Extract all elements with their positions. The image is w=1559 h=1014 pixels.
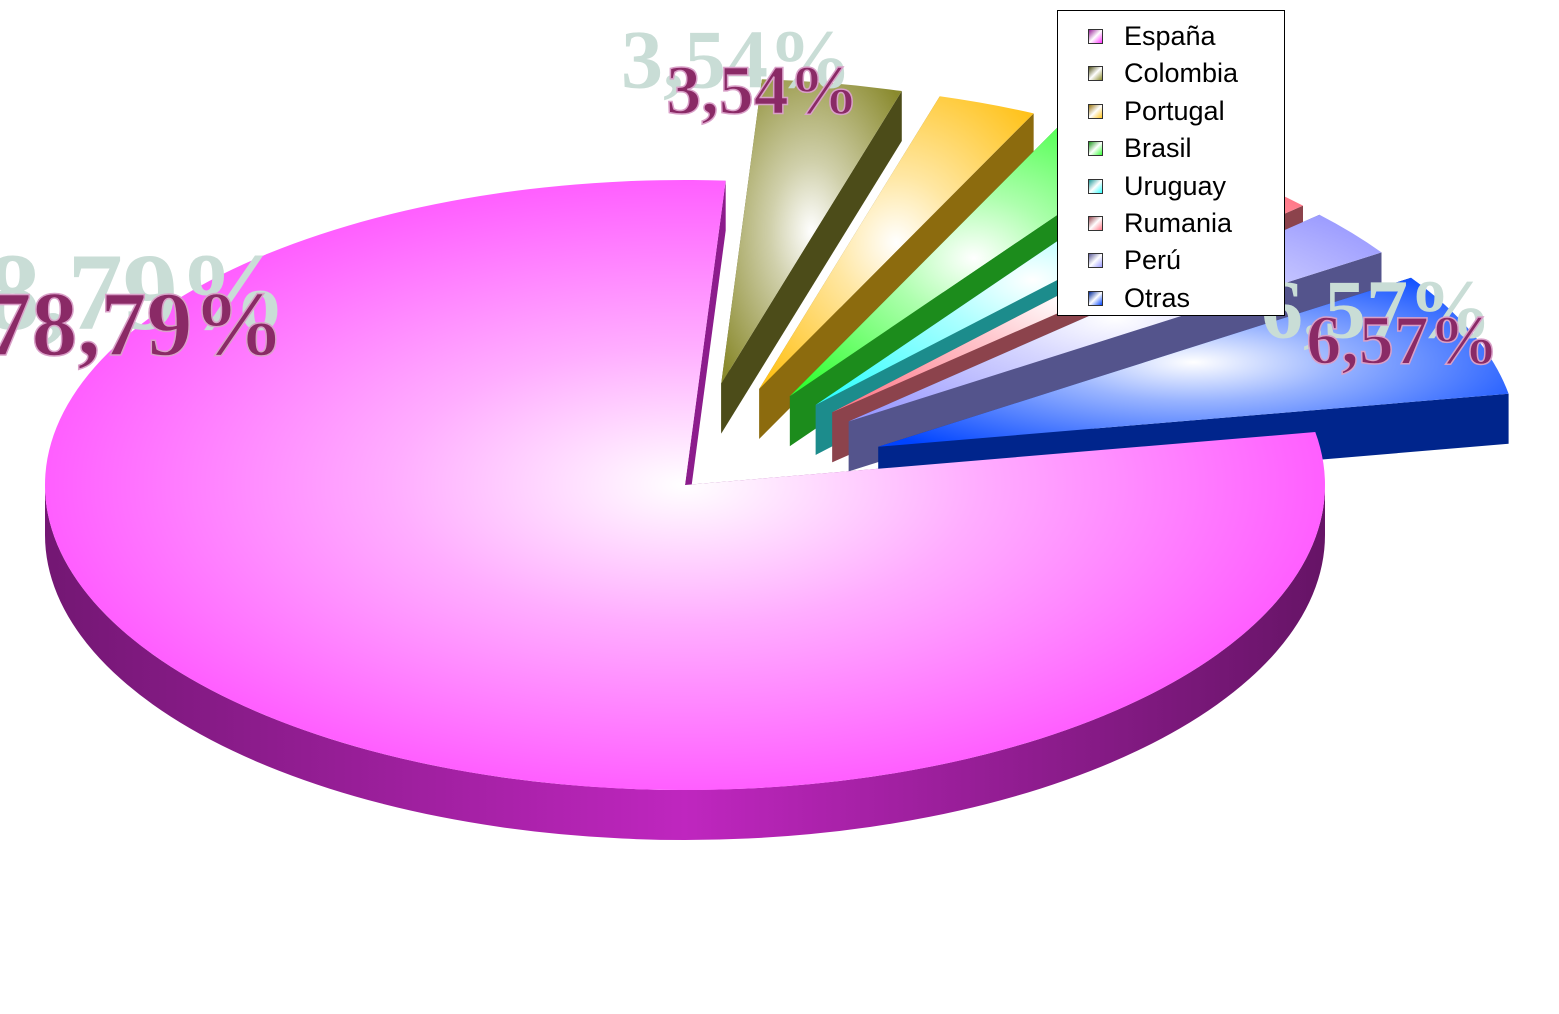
legend-swatch bbox=[1088, 178, 1103, 194]
legend-item-brasil: Brasil bbox=[1088, 130, 1284, 167]
slice-portugal bbox=[759, 96, 1034, 389]
data-label-shadow-otras: 6,57% bbox=[1261, 263, 1492, 356]
slice-wall-espana-1 bbox=[685, 180, 726, 535]
legend-label: Portugal bbox=[1124, 95, 1225, 126]
legend-item-otras: Otras bbox=[1088, 280, 1284, 317]
data-label-colombia: 3,54% bbox=[666, 52, 859, 129]
legend-item-portugal: Portugal bbox=[1088, 93, 1284, 130]
legend-label: España bbox=[1124, 21, 1216, 51]
legend-label: Perú bbox=[1124, 245, 1182, 276]
slice-colombia bbox=[721, 79, 902, 384]
legend-swatch bbox=[1088, 29, 1103, 44]
legend-item-colombia: Colombia bbox=[1088, 55, 1284, 92]
slice-otras bbox=[878, 277, 1509, 447]
legend-swatch bbox=[1088, 290, 1103, 306]
slice-tops bbox=[44, 79, 1509, 791]
legend-item-peru: Perú bbox=[1088, 242, 1284, 279]
legend: España Colombia Portugal Brasil Uruguay Ruman… bbox=[1057, 10, 1285, 316]
slice-wall-portugal-1 bbox=[759, 113, 1034, 439]
data-label-otras: 6,57% bbox=[1306, 302, 1499, 379]
legend-swatch bbox=[1088, 103, 1103, 119]
data-label-shadow-colombia: 3,54% bbox=[621, 13, 852, 106]
legend-label: Uruguay bbox=[1124, 170, 1227, 201]
legend-swatch bbox=[1088, 141, 1103, 157]
slice-espana bbox=[44, 179, 1326, 791]
legend-label: Brasil bbox=[1124, 133, 1192, 164]
data-label-espana: 78,79% bbox=[0, 273, 285, 375]
data-labels: 78,79%78,79% 3,54%3,54% 6,57%6,57% bbox=[0, 13, 1499, 380]
legend-item-uruguay: Uruguay bbox=[1088, 168, 1284, 205]
data-label-shadow-espana: 78,79% bbox=[0, 231, 288, 353]
legend-label: Otras bbox=[1124, 282, 1191, 313]
legend-label: Rumania bbox=[1124, 207, 1233, 238]
legend-swatch bbox=[1088, 215, 1103, 231]
legend-item-rumania: Rumania bbox=[1088, 205, 1284, 242]
legend-swatch bbox=[1088, 253, 1103, 269]
legend-item-espana: España bbox=[1088, 18, 1284, 55]
slice-wall-colombia-1 bbox=[721, 91, 902, 434]
legend-label: Colombia bbox=[1124, 58, 1239, 89]
legend-swatch bbox=[1088, 66, 1103, 82]
slice-side-espana bbox=[45, 485, 1325, 840]
